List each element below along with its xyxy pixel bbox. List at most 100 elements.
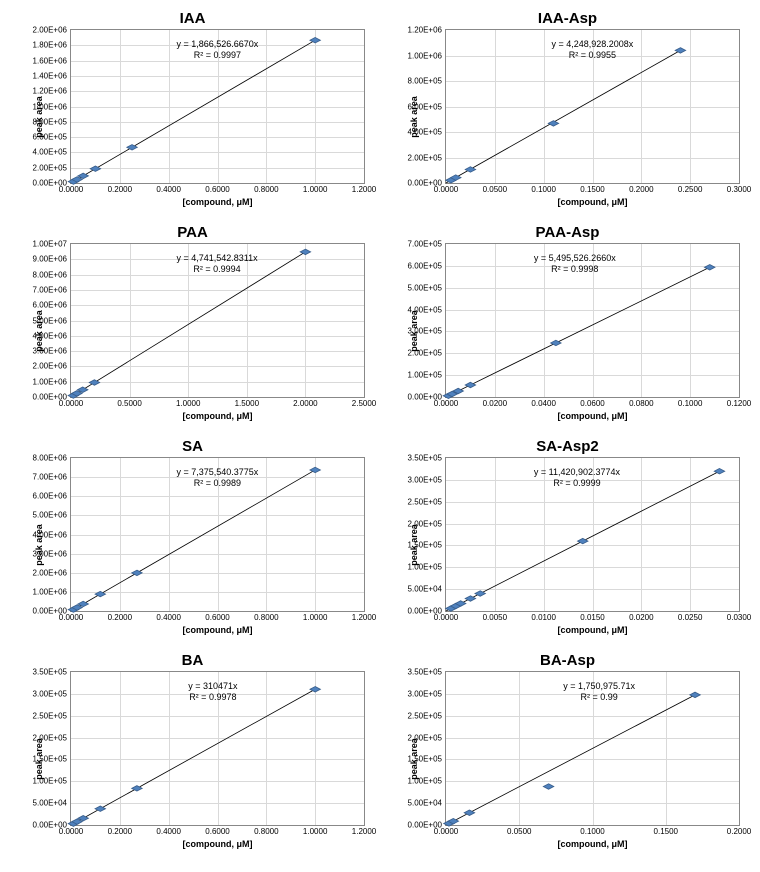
plot: 0.00E+002.00E+054.00E+056.00E+058.00E+05… xyxy=(445,29,740,184)
x-tick: 0.1000 xyxy=(678,397,702,408)
x-tick: 1.0000 xyxy=(303,611,327,622)
plot-area: 0.00E+005.00E+041.00E+051.50E+052.00E+05… xyxy=(445,671,740,846)
y-tick: 3.00E+05 xyxy=(408,689,446,698)
chart-paa-asp: PAA-Asp 0.00E+001.00E+052.00E+053.00E+054… xyxy=(385,224,750,434)
x-tick: 0.0000 xyxy=(434,825,458,836)
chart-title: IAA-Asp xyxy=(385,10,750,27)
x-tick: 0.0000 xyxy=(59,397,83,408)
x-tick: 0.0800 xyxy=(629,397,653,408)
x-tick: 0.1000 xyxy=(531,183,555,194)
x-tick: 0.0000 xyxy=(434,183,458,194)
x-tick: 0.0500 xyxy=(483,183,507,194)
x-tick: 0.1500 xyxy=(654,825,678,836)
r2-text: R² = 0.9999 xyxy=(534,478,620,489)
x-tick: 1.0000 xyxy=(303,183,327,194)
x-tick: 0.0500 xyxy=(507,825,531,836)
y-tick: 2.50E+05 xyxy=(408,711,446,720)
y-tick: 7.00E+05 xyxy=(408,240,446,249)
x-tick: 0.1200 xyxy=(727,397,751,408)
y-tick: 2.00E+06 xyxy=(33,26,71,35)
y-tick: 1.00E+05 xyxy=(408,371,446,380)
equation-text: y = 4,741,542.8311x xyxy=(176,253,257,264)
y-tick: 8.00E+06 xyxy=(33,454,71,463)
y-tick: 4.00E+05 xyxy=(33,148,71,157)
equation-text: y = 5,495,526.2660x xyxy=(534,253,616,264)
x-tick: 0.2000 xyxy=(108,611,132,622)
x-tick: 0.0600 xyxy=(580,397,604,408)
x-tick: 0.0000 xyxy=(59,825,83,836)
plot: 0.00E+005.00E+041.00E+051.50E+052.00E+05… xyxy=(70,671,365,826)
x-tick: 0.0000 xyxy=(59,183,83,194)
plot-area: 0.00E+005.00E+041.00E+051.50E+052.00E+05… xyxy=(445,457,740,632)
equation-box: y = 5,495,526.2660xR² = 0.9998 xyxy=(534,253,616,275)
x-axis-label: [compound, μM] xyxy=(70,411,365,421)
chart-title: IAA xyxy=(10,10,375,27)
r2-text: R² = 0.99 xyxy=(563,692,635,703)
x-tick: 0.2000 xyxy=(108,825,132,836)
y-tick: 2.00E+05 xyxy=(33,163,71,172)
y-tick: 5.00E+04 xyxy=(408,585,446,594)
equation-text: y = 7,375,540.3775x xyxy=(176,467,258,478)
x-tick: 0.4000 xyxy=(156,825,180,836)
y-tick: 5.00E+04 xyxy=(408,799,446,808)
x-tick: 0.0000 xyxy=(434,397,458,408)
y-tick: 3.00E+05 xyxy=(408,475,446,484)
r2-text: R² = 0.9997 xyxy=(176,50,258,61)
y-tick: 6.00E+06 xyxy=(33,301,71,310)
y-tick: 7.00E+06 xyxy=(33,473,71,482)
y-tick: 1.00E+06 xyxy=(33,377,71,386)
equation-text: y = 11,420,902.3774x xyxy=(534,467,620,478)
x-tick: 0.8000 xyxy=(254,825,278,836)
x-tick: 0.2000 xyxy=(727,825,751,836)
x-tick: 1.0000 xyxy=(176,397,200,408)
x-tick: 0.8000 xyxy=(254,183,278,194)
chart-title: PAA-Asp xyxy=(385,224,750,241)
y-tick: 5.00E+05 xyxy=(408,283,446,292)
y-tick: 5.00E+06 xyxy=(33,511,71,520)
y-tick: 2.50E+05 xyxy=(33,711,71,720)
plot: 0.00E+005.00E+041.00E+051.50E+052.00E+05… xyxy=(445,671,740,826)
chart-ba: BA0.00E+005.00E+041.00E+051.50E+052.00E+… xyxy=(10,652,375,862)
plot: 0.00E+001.00E+062.00E+063.00E+064.00E+06… xyxy=(70,243,365,398)
y-tick: 2.00E+06 xyxy=(33,568,71,577)
y-tick: 9.00E+06 xyxy=(33,255,71,264)
y-tick: 1.00E+07 xyxy=(33,240,71,249)
x-tick: 1.2000 xyxy=(352,825,376,836)
x-tick: 0.4000 xyxy=(156,611,180,622)
x-axis-label: [compound, μM] xyxy=(70,625,365,635)
r2-text: R² = 0.9998 xyxy=(534,264,616,275)
y-tick: 2.00E+06 xyxy=(33,362,71,371)
y-axis-label: peak area xyxy=(34,738,44,780)
y-tick: 1.40E+06 xyxy=(33,71,71,80)
x-tick: 0.0400 xyxy=(531,397,555,408)
plot-area: 0.00E+001.00E+052.00E+053.00E+054.00E+05… xyxy=(445,243,740,418)
chart-title: BA-Asp xyxy=(385,652,750,669)
x-tick: 0.6000 xyxy=(205,611,229,622)
x-tick: 0.0000 xyxy=(434,611,458,622)
equation-box: y = 1,866,526.6670xR² = 0.9997 xyxy=(176,39,258,61)
y-axis-label: peak area xyxy=(409,310,419,352)
equation-box: y = 11,420,902.3774xR² = 0.9999 xyxy=(534,467,620,489)
chart-iaa-asp: IAA-Asp 0.00E+002.00E+054.00E+056.00E+058… xyxy=(385,10,750,220)
plot-area: 0.00E+005.00E+041.00E+051.50E+052.00E+05… xyxy=(70,671,365,846)
chart-sa: SA0.00E+001.00E+062.00E+063.00E+064.00E+… xyxy=(10,438,375,648)
y-tick: 3.50E+05 xyxy=(408,454,446,463)
y-tick: 7.00E+06 xyxy=(33,285,71,294)
x-tick: 0.0250 xyxy=(678,611,702,622)
y-tick: 1.20E+06 xyxy=(408,26,446,35)
r2-text: R² = 0.9994 xyxy=(176,264,257,275)
equation-box: y = 310471xR² = 0.9978 xyxy=(188,681,237,703)
x-tick: 0.0100 xyxy=(531,611,555,622)
equation-text: y = 1,866,526.6670x xyxy=(176,39,258,50)
x-axis-label: [compound, μM] xyxy=(445,411,740,421)
y-axis-label: peak area xyxy=(34,310,44,352)
x-tick: 0.5000 xyxy=(117,397,141,408)
y-tick: 5.00E+04 xyxy=(33,799,71,808)
x-tick: 0.2000 xyxy=(629,183,653,194)
plot: 0.00E+001.00E+052.00E+053.00E+054.00E+05… xyxy=(445,243,740,398)
y-tick: 2.50E+05 xyxy=(408,497,446,506)
y-axis-label: peak area xyxy=(409,524,419,566)
x-tick: 2.0000 xyxy=(293,397,317,408)
equation-text: y = 310471x xyxy=(188,681,237,692)
chart-sa-asp2: SA-Asp20.00E+005.00E+041.00E+051.50E+052… xyxy=(385,438,750,648)
